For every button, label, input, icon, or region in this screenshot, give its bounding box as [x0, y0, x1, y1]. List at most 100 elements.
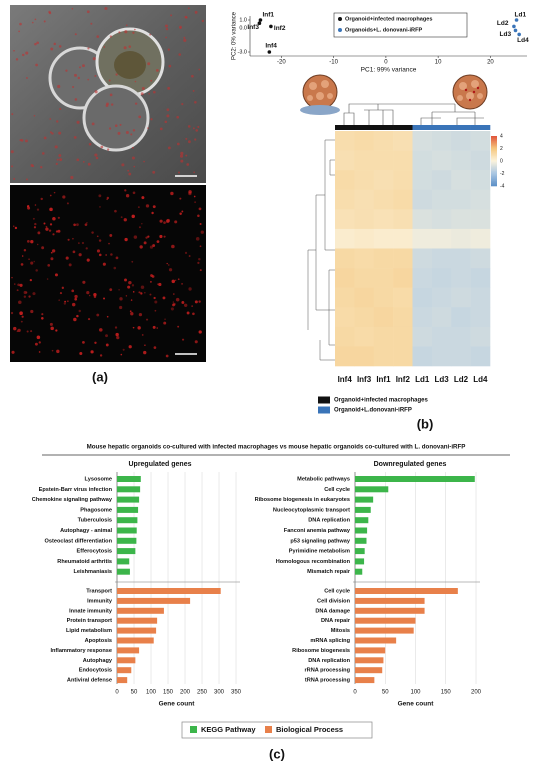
red-dot	[110, 253, 113, 256]
red-dot	[114, 124, 118, 128]
red-dot	[131, 260, 134, 263]
red-dot	[134, 80, 137, 83]
x-tick-label: 50	[131, 690, 138, 696]
red-dot	[58, 45, 62, 48]
red-dot	[143, 350, 147, 355]
bar	[355, 607, 425, 614]
red-dot	[78, 253, 82, 257]
red-dot	[56, 349, 60, 354]
bar	[117, 627, 157, 634]
heatmap-cell	[470, 287, 491, 308]
red-dot	[150, 79, 153, 82]
y-tick-label: 0.0	[239, 25, 247, 31]
red-dot	[130, 312, 134, 316]
red-dot	[41, 246, 45, 250]
red-dot	[181, 283, 183, 285]
red-dot	[163, 321, 167, 325]
red-dot	[147, 235, 150, 238]
red-dot	[198, 258, 201, 261]
x-tick-label: 200	[471, 690, 482, 696]
category-label: Pyrimidine metabolism	[289, 549, 350, 555]
red-dot	[108, 127, 112, 130]
red-dot	[37, 231, 41, 235]
red-dot	[188, 255, 191, 257]
red-dot	[52, 216, 56, 221]
y-axis-label: PC2: 0% variance	[232, 11, 238, 60]
legend-swatch	[318, 396, 330, 404]
x-tick-label: 0	[384, 60, 388, 66]
heatmap-cell	[354, 189, 375, 210]
organoid-icon	[300, 74, 340, 115]
category-label: Rheumatoid arthritis	[57, 559, 112, 565]
red-dot	[131, 284, 135, 287]
red-dot	[122, 348, 125, 351]
red-dot	[105, 254, 108, 256]
red-dot	[98, 253, 102, 257]
category-label: mRNA splicing	[310, 638, 350, 644]
red-dot	[121, 163, 125, 167]
red-dot	[52, 233, 55, 236]
red-dot	[174, 279, 177, 282]
red-dot	[194, 100, 197, 104]
red-dot	[22, 53, 25, 57]
heatmap-cell	[373, 209, 394, 230]
red-dot	[109, 234, 113, 237]
red-dot	[164, 24, 169, 28]
red-dot	[32, 292, 36, 296]
red-dot	[63, 302, 67, 305]
red-dot	[198, 300, 201, 303]
legend-label: Organoids+L. donovani-iRFP	[345, 27, 422, 33]
heatmap-cell	[373, 307, 394, 328]
column-dendrogram	[343, 103, 484, 125]
red-dot	[54, 273, 58, 277]
heatmap-cell	[431, 150, 452, 171]
point	[257, 21, 262, 26]
red-dot	[134, 28, 136, 31]
legend-marker	[338, 17, 342, 21]
heatmap-cell	[431, 131, 452, 151]
red-dot	[175, 297, 180, 302]
red-dot	[181, 210, 184, 213]
red-dot	[49, 118, 52, 120]
colorbar-segment	[491, 184, 497, 187]
column-group-bar	[431, 125, 452, 130]
heatmap-cell	[451, 268, 471, 288]
colorbar-segment	[491, 163, 497, 166]
red-dot	[56, 120, 59, 123]
heatmap-cell	[470, 268, 491, 288]
red-dot	[129, 310, 132, 313]
red-dot	[148, 92, 150, 95]
column-label: Inf2	[396, 375, 411, 384]
red-dot	[144, 292, 146, 294]
bar	[355, 496, 374, 503]
heatmap-cell	[335, 170, 355, 191]
colorbar-segment	[491, 181, 497, 183]
red-dot	[167, 48, 170, 51]
red-dot	[156, 327, 158, 329]
red-dot	[168, 268, 173, 272]
red-dot	[36, 208, 40, 211]
red-dot	[99, 354, 103, 357]
category-label: Efferocytosis	[77, 549, 112, 555]
red-dot	[76, 314, 79, 318]
red-dot	[95, 156, 99, 160]
heatmap-cell	[470, 209, 491, 230]
red-dot	[171, 279, 176, 284]
column-label: Ld3	[434, 375, 449, 384]
heatmap-cell	[470, 346, 491, 367]
red-dot	[188, 191, 192, 196]
category-label: Nucleocytoplasmic transport	[273, 507, 350, 513]
colorbar-segment	[491, 172, 497, 174]
red-dot	[12, 225, 15, 227]
red-dot	[20, 320, 23, 323]
point-label: Ld1	[515, 12, 527, 19]
subplot-title: Upregulated genes	[128, 461, 191, 468]
colorbar-segment	[491, 182, 497, 184]
column-group-bar	[451, 125, 471, 130]
colorbar-segment	[491, 143, 497, 146]
red-dot	[73, 223, 76, 227]
colorbar-tick-label: -4	[500, 183, 505, 189]
red-dot	[46, 278, 49, 280]
red-dot	[152, 170, 156, 174]
red-dot	[15, 58, 19, 61]
